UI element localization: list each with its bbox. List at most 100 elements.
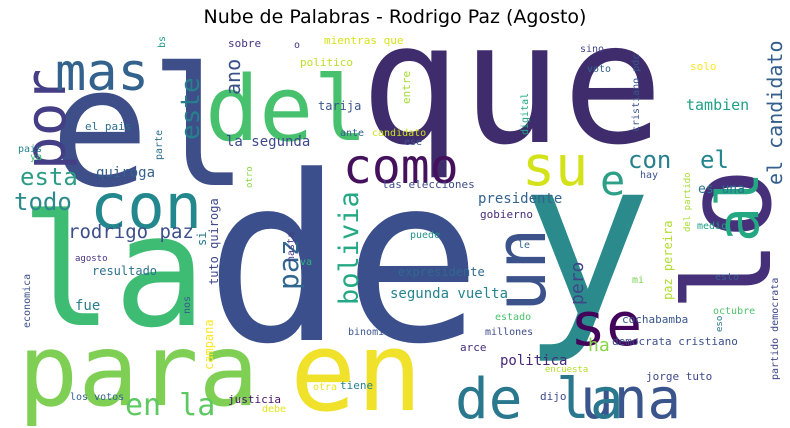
word-segunda-vuelta: segunda vuelta: [390, 286, 508, 302]
word-ese: ese: [404, 137, 422, 148]
word-mientras-que: mientras que: [324, 34, 403, 47]
word-bolivia: bolivia: [334, 191, 365, 305]
word-millones: millones: [485, 327, 533, 338]
word-con: con: [90, 170, 202, 243]
word-octubre: octubre: [713, 306, 755, 317]
word-resultado: resultado: [92, 264, 157, 278]
word-democrata-cristiano: democrata cristiano: [612, 335, 738, 348]
word-politico: politico: [300, 56, 353, 69]
word-una: una: [580, 367, 681, 428]
word-otro: otro: [245, 166, 255, 188]
word-candidato: candidato: [372, 128, 426, 139]
word-del-partido: del partido: [683, 172, 693, 232]
word-rodrigo-paz: rodrigo paz: [68, 221, 194, 243]
word-partido-democrata: partido democrata: [770, 278, 781, 380]
word-sino: sino: [580, 44, 604, 55]
word-campana: campana: [202, 319, 216, 370]
word-agosto: agosto: [75, 254, 108, 264]
word-eso: eso: [715, 316, 725, 332]
word-tuto-quiroga: tuto quiroga: [207, 198, 221, 285]
word-el-pais: el pais: [85, 120, 131, 133]
word-ha: ha: [588, 335, 610, 356]
word-al: al: [704, 172, 772, 242]
word-si: si: [195, 232, 209, 246]
word-e: e: [600, 156, 625, 205]
word-ante: ante: [340, 128, 364, 139]
word-va: va: [300, 257, 312, 268]
word-de-la: de la: [455, 367, 624, 428]
word-ya: ya: [30, 152, 42, 163]
word-esto: esto: [715, 272, 739, 283]
word-le: le: [518, 240, 530, 251]
word-su: su: [522, 134, 588, 198]
word-cristiano-pdc: cristiano pdc: [631, 54, 642, 132]
word-bs: bs: [157, 36, 168, 48]
word-nos: nos: [182, 296, 193, 314]
word-y: y: [520, 111, 652, 367]
word-es-una: es una: [698, 182, 745, 197]
word-debe: debe: [262, 404, 286, 415]
word-el-candidato: el candidato: [763, 41, 787, 186]
word-expresidente: expresidente: [398, 265, 485, 279]
word-tarija: tarija: [318, 99, 361, 113]
word-voto: voto: [587, 64, 611, 75]
word-hasta: hasta: [286, 232, 297, 262]
word-tiene: tiene: [340, 379, 373, 392]
word-lo: lo: [660, 168, 790, 313]
word-el: el: [700, 146, 729, 174]
word-digital: digital: [520, 93, 531, 135]
word-otra: otra: [313, 382, 337, 393]
word-la-segunda: la segunda: [226, 134, 310, 150]
word-mi: mi: [632, 275, 644, 286]
word-que: que: [360, 0, 663, 182]
word-dijo: dijo: [540, 390, 567, 403]
word-pais: pais: [18, 144, 42, 155]
word-justicia: justicia: [228, 393, 281, 406]
word-cochabamba: cochabamba: [622, 313, 688, 326]
word-el: el: [50, 32, 249, 224]
word-puede: puede: [410, 230, 440, 241]
word-en: en: [290, 308, 422, 428]
word-mas: mas: [55, 43, 149, 103]
word-las-elecciones: las elecciones: [382, 178, 475, 191]
word-este: este: [176, 77, 206, 140]
word-o: o: [294, 40, 300, 51]
word-por: por: [14, 69, 79, 170]
word-en-la: en la: [125, 388, 215, 423]
word-paz-pereira: paz pereira: [661, 221, 675, 300]
word-medio: medio: [697, 221, 727, 232]
word-jorge-tuto: jorge tuto: [646, 370, 712, 383]
word-solo: solo: [690, 60, 717, 73]
word-de: de: [205, 128, 482, 395]
word-presidente: presidente: [478, 191, 562, 207]
word-arce: arce: [460, 341, 487, 354]
word-esta: esta: [20, 163, 78, 191]
word-con: con: [628, 146, 671, 174]
word-entre: entre: [400, 71, 413, 104]
word-politica: politica: [500, 353, 567, 369]
word-ano: ano: [221, 59, 245, 95]
word-un: un: [480, 228, 562, 312]
word-hay: hay: [640, 170, 658, 181]
word-paz: paz: [272, 239, 305, 290]
word-encuesta: encuesta: [545, 365, 588, 375]
word-tambien: tambien: [686, 96, 749, 114]
word-estado: estado: [495, 312, 531, 323]
word-economica: economica: [22, 274, 33, 328]
word-fue: fue: [75, 298, 100, 314]
word-sobre: sobre: [228, 37, 261, 50]
chart-title: Nube de Palabras - Rodrigo Paz (Agosto): [203, 6, 587, 28]
word-para: para: [18, 312, 259, 428]
word-todo: todo: [14, 188, 72, 216]
word-gobierno: gobierno: [480, 208, 533, 221]
word-parte: parte: [154, 130, 165, 160]
word-quiroga: quiroga: [96, 165, 155, 181]
word-la: la: [20, 181, 207, 362]
word-del: del: [205, 57, 368, 162]
word-pero: pero: [567, 262, 588, 305]
word-se: se: [570, 290, 642, 360]
word-los-votos: los votos: [70, 392, 124, 403]
word-como: como: [343, 139, 459, 195]
word-binomio: binomio: [348, 327, 390, 338]
